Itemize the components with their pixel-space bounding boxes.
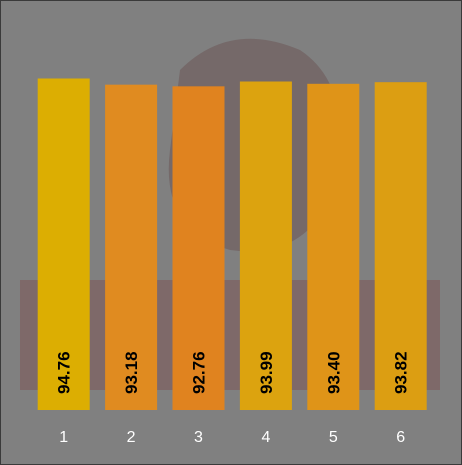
x-tick-label: 5 xyxy=(329,429,338,446)
bar xyxy=(374,82,427,411)
value-label: 93.18 xyxy=(122,351,141,394)
value-label: 93.99 xyxy=(257,351,276,394)
x-tick-label: 3 xyxy=(194,429,203,446)
value-label: 92.76 xyxy=(190,351,209,394)
x-tick-label: 2 xyxy=(127,429,136,446)
value-label: 94.76 xyxy=(55,351,74,394)
value-label: 93.82 xyxy=(392,351,411,394)
bar xyxy=(172,86,225,411)
value-label: 93.40 xyxy=(324,351,343,394)
x-tick-label: 4 xyxy=(261,429,270,446)
bar xyxy=(307,83,360,411)
x-tick-label: 1 xyxy=(59,429,68,446)
bar xyxy=(105,84,158,411)
x-tick-label: 6 xyxy=(396,429,405,446)
bar xyxy=(37,78,90,410)
bar xyxy=(239,81,292,411)
